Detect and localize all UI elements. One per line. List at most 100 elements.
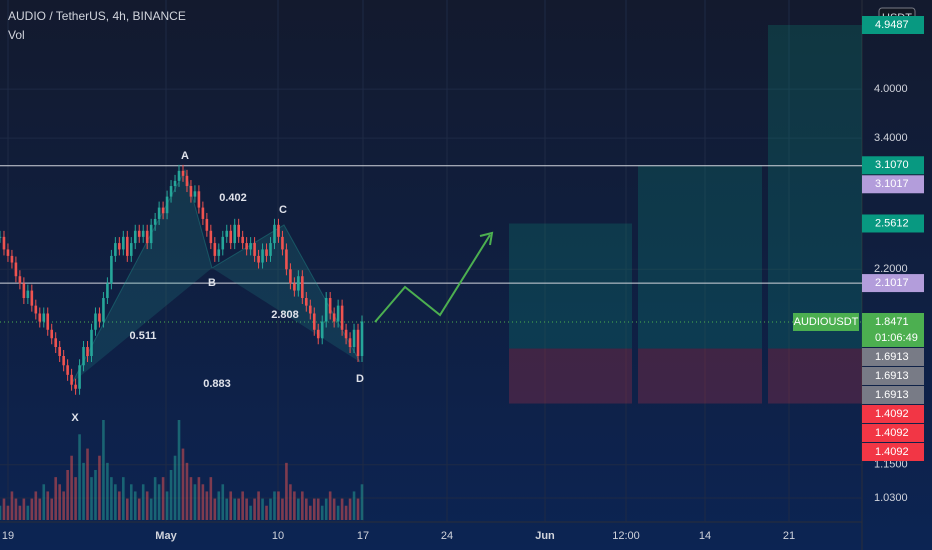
candle-body (229, 230, 233, 244)
candle-body (348, 338, 352, 347)
candle-body (336, 305, 340, 322)
candle-body (193, 191, 197, 197)
volume-bar (118, 491, 121, 520)
volume-bar (114, 484, 117, 520)
volume-bar (352, 491, 356, 520)
candle-body (185, 175, 189, 187)
candle-body (129, 243, 133, 256)
candle-body (74, 384, 77, 389)
price-tag (862, 404, 924, 423)
candle-body (344, 329, 348, 339)
price-tag-label: 1.6913 (875, 389, 909, 401)
x-tick-label: 24 (441, 530, 453, 542)
price-tag-label: 3.1017 (875, 178, 909, 190)
candle-body (149, 224, 153, 244)
candle-body (269, 243, 272, 256)
candle-body (169, 186, 173, 197)
volume-bar (14, 498, 18, 520)
candle-body (245, 243, 248, 250)
volume-bar (293, 491, 296, 520)
volume-bar (273, 491, 276, 520)
candle-body (70, 374, 73, 385)
price-tag (862, 347, 924, 366)
volume-bar (344, 505, 348, 520)
volume-bar (6, 505, 10, 520)
volume-bar (149, 498, 153, 520)
candle-body (102, 298, 105, 322)
pattern-label: 2.808 (271, 309, 299, 321)
candle-body (328, 298, 332, 314)
volume-bar (308, 505, 312, 520)
x-tick-label: May (155, 530, 177, 542)
volume-bar (74, 477, 77, 520)
price-tag (862, 175, 924, 194)
volume-bar (70, 455, 73, 520)
volume-bar (193, 484, 197, 520)
volume-bar (129, 484, 133, 520)
volume-bar (253, 498, 256, 520)
volume-bar (86, 448, 89, 520)
candle-body (133, 230, 137, 244)
candle-body (217, 249, 221, 256)
volume-bar (122, 477, 125, 520)
candle-body (18, 276, 22, 284)
volume-bar (38, 498, 42, 520)
candle-body (10, 255, 14, 263)
candle-body (213, 243, 217, 256)
candle-body (110, 255, 113, 284)
volume-bar (316, 498, 320, 520)
volume-bar (348, 498, 352, 520)
candle-body (94, 313, 97, 330)
candle-body (157, 207, 161, 219)
candle-body (153, 218, 157, 225)
candle-body (50, 329, 54, 339)
volume-bar (285, 462, 288, 520)
candle-body (26, 290, 30, 299)
candle-body (2, 236, 6, 250)
candle-body (201, 207, 205, 219)
y-tick-label: 1.1500 (874, 459, 908, 471)
price-tag (862, 274, 924, 293)
y-tick-label: 4.0000 (874, 83, 908, 95)
volume-bar (201, 484, 205, 520)
candle-body (137, 230, 141, 237)
volume-bar (46, 491, 50, 520)
volume-bar (245, 498, 248, 520)
stop-zone (509, 348, 632, 404)
candle-body (0, 236, 2, 238)
volume-bar (50, 498, 54, 520)
candle-body (308, 305, 312, 314)
volume-bar (153, 477, 157, 520)
volume-bar (169, 470, 173, 520)
volume-bar (269, 498, 272, 520)
price-tag-label: 1.4092 (875, 408, 909, 420)
y-tick-label: 1.0300 (874, 492, 908, 504)
countdown-label: 01:06:49 (875, 332, 918, 344)
price-tag (862, 423, 924, 442)
candle-body (249, 243, 252, 250)
volume-bar (241, 491, 244, 520)
candle-body (285, 249, 288, 270)
volume-bar (289, 484, 292, 520)
volume-bar (181, 448, 185, 520)
candle-body (289, 269, 292, 284)
candle-body (58, 346, 61, 356)
candle-body (257, 255, 260, 263)
candle-body (237, 224, 240, 237)
candle-body (90, 329, 93, 356)
candle-body (340, 305, 344, 330)
volume-bar (0, 505, 2, 520)
price-tag (862, 442, 924, 461)
volume-bar (18, 505, 22, 520)
x-tick-label: Jun (535, 530, 555, 542)
candle-body (281, 236, 284, 250)
pattern-label: 0.883 (203, 378, 231, 390)
candle-body (62, 355, 65, 366)
candle-body (261, 249, 264, 263)
volume-bar (90, 477, 93, 520)
candle-body (141, 230, 145, 237)
volume-bar (82, 462, 85, 520)
price-tag-label: 2.5612 (875, 217, 909, 229)
candle-body (122, 236, 125, 250)
volume-bar (281, 498, 284, 520)
